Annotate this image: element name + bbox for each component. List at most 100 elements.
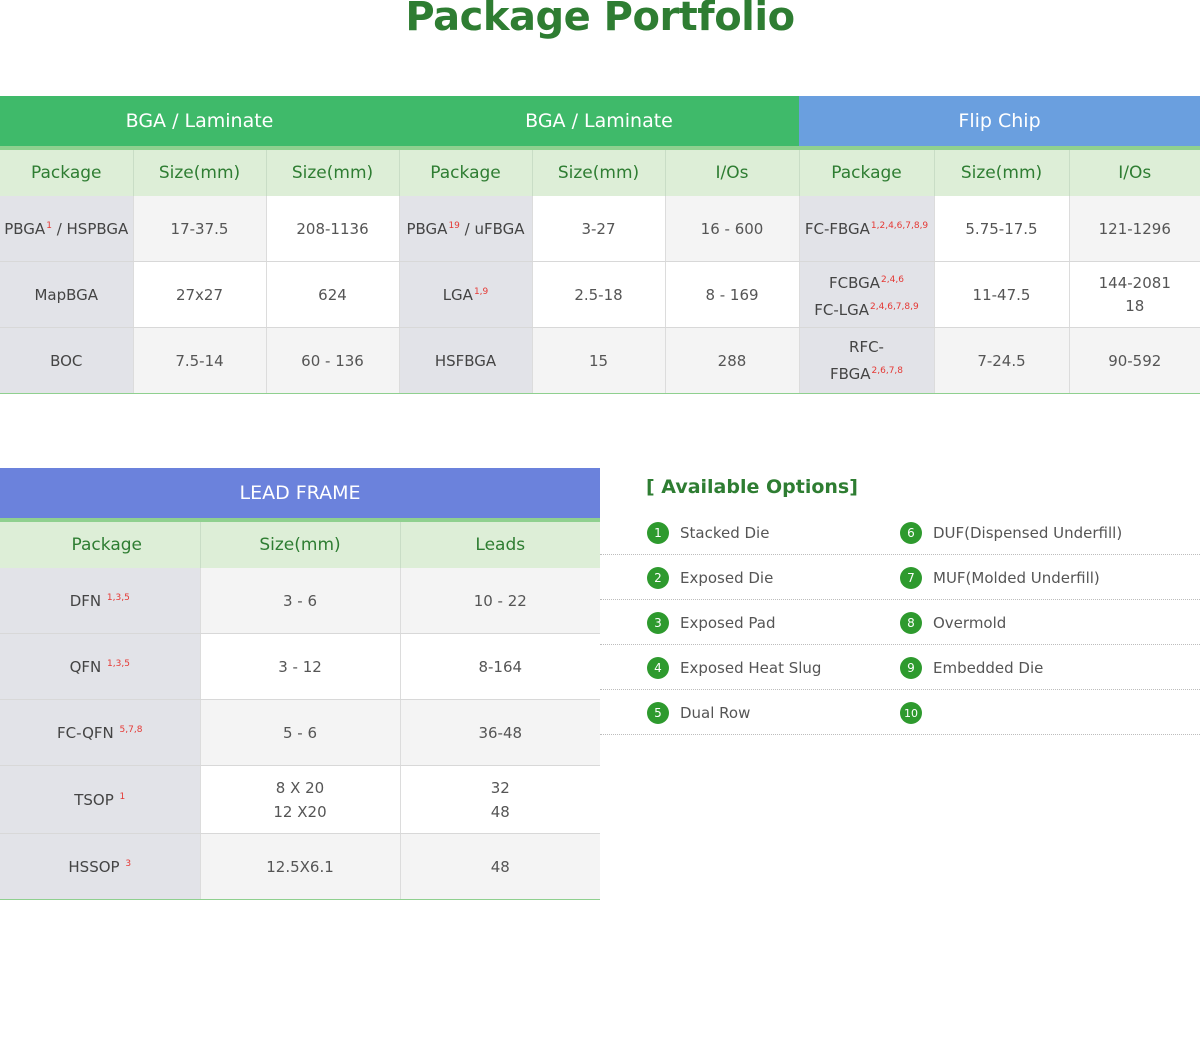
ios-cell: 90-592 [1069, 327, 1200, 394]
ios-cell: 144-2081 18 [1069, 261, 1200, 328]
number-badge-icon: 1 [647, 522, 669, 544]
size-cell: 2.5-18 [532, 261, 666, 328]
size-cell: 5 - 6 [200, 699, 401, 766]
option-label: Exposed Pad [680, 614, 776, 632]
ios-cell: 8 - 169 [665, 261, 800, 328]
options-row: 5 Dual Row 10 [600, 690, 1200, 735]
options-row: 1 Stacked Die 6 DUF(Dispensed Underfill) [600, 510, 1200, 555]
option-label: Exposed Die [680, 569, 774, 587]
option-item: 3 Exposed Pad [647, 612, 775, 634]
size-cell: 8 X 20 12 X20 [200, 765, 401, 834]
number-badge-icon: 3 [647, 612, 669, 634]
leads-cell: 48 [400, 833, 601, 900]
ios-cell: 16 - 600 [665, 196, 800, 262]
table-row: HSSOP 3 12.5X6.1 48 [0, 833, 601, 900]
package-cell: QFN 1,3,5 [0, 633, 201, 700]
option-label: Stacked Die [680, 524, 770, 542]
option-label: MUF(Molded Underfill) [933, 569, 1100, 587]
col-header: Size(mm) [934, 146, 1070, 196]
table-row: MapBGA 27x27 624 LGA1,9 2.5-18 8 - 169 F… [0, 261, 1200, 328]
size-cell: 3 - 12 [200, 633, 401, 700]
table-row: BOC 7.5-14 60 - 136 HSFBGA 15 288 RFC- FB… [0, 327, 1200, 394]
package-cell: PBGA1 / HSPBGA [0, 196, 134, 262]
number-badge-icon: 9 [900, 657, 922, 679]
col-header: Package [399, 146, 533, 196]
options-row: 3 Exposed Pad 8 Overmold [600, 600, 1200, 645]
number-badge-icon: 6 [900, 522, 922, 544]
size-cell: 7.5-14 [133, 327, 267, 394]
size-cell: 624 [266, 261, 400, 328]
option-item: 8 Overmold [900, 612, 1006, 634]
option-item: 9 Embedded Die [900, 657, 1043, 679]
leads-cell: 32 48 [400, 765, 601, 834]
options-row: 4 Exposed Heat Slug 9 Embedded Die [600, 645, 1200, 690]
number-badge-icon: 5 [647, 702, 669, 724]
package-cell: HSSOP 3 [0, 833, 201, 900]
package-cell: BOC [0, 327, 134, 394]
option-label: Overmold [933, 614, 1007, 632]
group-header-bga-laminate-2: BGA / Laminate [399, 96, 799, 148]
col-header: Package [799, 146, 935, 196]
option-label: Exposed Heat Slug [680, 659, 822, 677]
table-row: QFN 1,3,5 3 - 12 8-164 [0, 633, 601, 700]
package-cell: FCBGA2,4,6 FC-LGA2,4,6,7,8,9 [799, 261, 935, 328]
option-label: DUF(Dispensed Underfill) [933, 524, 1123, 542]
col-header: Size(mm) [532, 146, 666, 196]
col-header: Size(mm) [133, 146, 267, 196]
number-badge-icon: 10 [900, 702, 922, 724]
package-cell: FC-FBGA1,2,4,6,7,8,9 [799, 196, 935, 262]
options-row: 2 Exposed Die 7 MUF(Molded Underfill) [600, 555, 1200, 600]
package-cell: RFC- FBGA2,6,7,8 [799, 327, 935, 394]
size-cell: 3-27 [532, 196, 666, 262]
table-row: DFN 1,3,5 3 - 6 10 - 22 [0, 568, 601, 634]
col-header: I/Os [1069, 146, 1200, 196]
option-item: 10 [900, 702, 933, 724]
table-row: FC-QFN 5,7,8 5 - 6 36-48 [0, 699, 601, 766]
package-table-lead-frame: LEAD FRAME Package Size(mm) Leads DFN 1,… [0, 468, 601, 900]
col-header: Size(mm) [200, 518, 401, 568]
size-cell: 17-37.5 [133, 196, 267, 262]
option-item: 7 MUF(Molded Underfill) [900, 567, 1100, 589]
option-item: 6 DUF(Dispensed Underfill) [900, 522, 1122, 544]
col-header: Package [0, 146, 134, 196]
option-label: Embedded Die [933, 659, 1044, 677]
leads-cell: 10 - 22 [400, 568, 601, 634]
size-cell: 208-1136 [266, 196, 400, 262]
option-item: 1 Stacked Die [647, 522, 769, 544]
package-cell: DFN 1,3,5 [0, 568, 201, 634]
size-cell: 7-24.5 [934, 327, 1070, 394]
leads-cell: 36-48 [400, 699, 601, 766]
col-header: Package [0, 518, 201, 568]
page-title: Package Portfolio [405, 0, 795, 40]
ios-cell: 288 [665, 327, 800, 394]
group-header-lead-frame: LEAD FRAME [0, 468, 601, 520]
col-header: Size(mm) [266, 146, 400, 196]
number-badge-icon: 4 [647, 657, 669, 679]
number-badge-icon: 8 [900, 612, 922, 634]
group-header-flip-chip: Flip Chip [799, 96, 1200, 148]
ios-cell: 121-1296 [1069, 196, 1200, 262]
size-cell: 27x27 [133, 261, 267, 328]
size-cell: 60 - 136 [266, 327, 400, 394]
options-list: 1 Stacked Die 6 DUF(Dispensed Underfill) 2… [600, 510, 1200, 735]
table-row: TSOP 1 8 X 20 12 X20 32 48 [0, 765, 601, 834]
size-cell: 3 - 6 [200, 568, 401, 634]
leads-cell: 8-164 [400, 633, 601, 700]
size-cell: 11-47.5 [934, 261, 1070, 328]
col-header: Leads [400, 518, 601, 568]
table-row: PBGA1 / HSPBGA 17-37.5 208-1136 PBGA19 /… [0, 196, 1200, 262]
package-cell: HSFBGA [399, 327, 533, 394]
col-header: I/Os [665, 146, 800, 196]
size-cell: 15 [532, 327, 666, 394]
package-table-bga-flipchip: BGA / Laminate BGA / Laminate Flip Chip … [0, 96, 1200, 394]
package-cell: MapBGA [0, 261, 134, 328]
option-label: Dual Row [680, 704, 751, 722]
size-cell: 5.75-17.5 [934, 196, 1070, 262]
group-header-bga-laminate-1: BGA / Laminate [0, 96, 399, 148]
size-cell: 12.5X6.1 [200, 833, 401, 900]
option-item: 4 Exposed Heat Slug [647, 657, 821, 679]
option-item: 5 Dual Row [647, 702, 750, 724]
package-cell: PBGA19 / uFBGA [399, 196, 533, 262]
package-cell: LGA1,9 [399, 261, 533, 328]
option-item: 2 Exposed Die [647, 567, 773, 589]
